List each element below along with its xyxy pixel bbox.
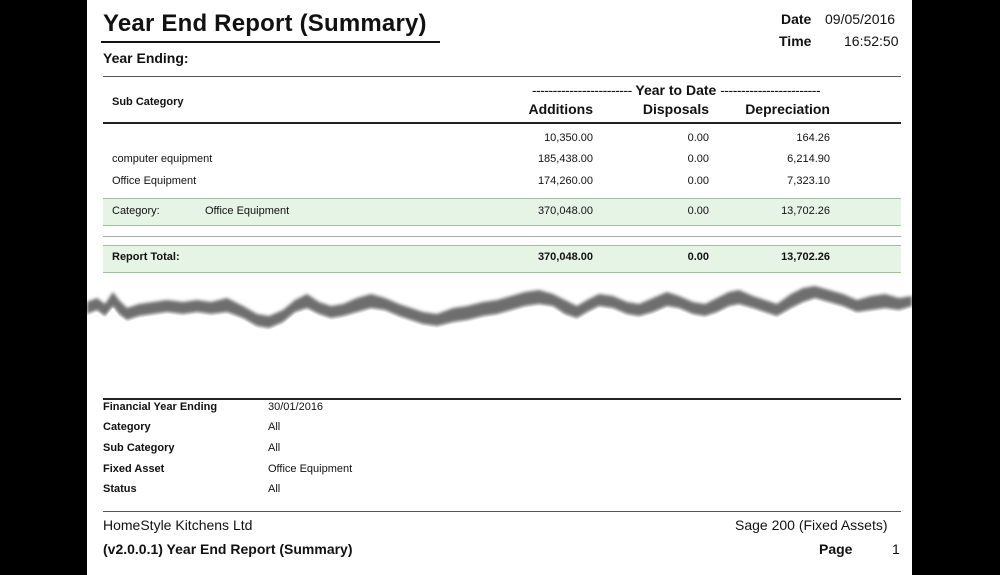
criteria-label-status: Status: [103, 483, 137, 495]
version-report-title: (v2.0.0.1) Year End Report (Summary): [103, 541, 353, 557]
row-depreciation: 6,214.90: [787, 153, 830, 165]
row-sub-category: computer equipment: [112, 153, 213, 165]
report-total-band: [103, 245, 901, 273]
row-depreciation: 164.26: [796, 132, 830, 144]
header-rule-bottom: [103, 122, 901, 124]
report-total-label: Report Total:: [112, 251, 180, 263]
criteria-value-category: All: [268, 421, 281, 433]
category-disposals: 0.00: [687, 205, 709, 217]
date-value: 09/05/2016: [825, 11, 896, 27]
footer-rule: [103, 511, 901, 512]
depreciation-header: Depreciation: [745, 101, 830, 117]
header-rule-top: [103, 76, 901, 77]
criteria-label-financial-year: Financial Year Ending: [103, 401, 218, 413]
criteria-label-sub-category: Sub Category: [103, 442, 175, 454]
report-total-depreciation: 13,702.26: [781, 251, 830, 263]
page-number: 1: [892, 541, 900, 557]
disposals-header: Disposals: [642, 101, 709, 117]
row-disposals: 0.00: [687, 153, 709, 165]
criteria-value-financial-year: 30/01/2016: [268, 401, 324, 413]
category-label: Category:: [112, 205, 160, 217]
report-page: Year End Report (Summary) Year Ending: D…: [87, 0, 912, 575]
criteria-label-category: Category: [103, 421, 151, 433]
row-disposals: 0.00: [687, 175, 709, 187]
criteria-label-fixed-asset: Fixed Asset: [103, 463, 165, 475]
page-label: Page: [819, 541, 853, 557]
criteria-value-fixed-asset: Office Equipment: [268, 463, 353, 475]
time-label: Time: [779, 33, 812, 49]
report-total-disposals: 0.00: [687, 251, 709, 263]
row-additions: 10,350.00: [544, 132, 593, 144]
ytd-dashes-right: ------------------------: [720, 82, 821, 98]
title-underline: [101, 41, 440, 43]
criteria-value-sub-category: All: [268, 442, 281, 454]
category-depreciation: 13,702.26: [781, 205, 830, 217]
date-label: Date: [781, 11, 812, 27]
time-value: 16:52:50: [844, 33, 899, 49]
company-name: HomeStyle Kitchens Ltd: [103, 517, 253, 533]
year-ending-label: Year Ending:: [103, 50, 189, 66]
year-to-date-header: ------------------------ Year to Date --…: [511, 82, 841, 98]
report-title: Year End Report (Summary): [103, 10, 427, 37]
sub-category-header: Sub Category: [112, 96, 184, 108]
category-total-band: [103, 198, 901, 226]
torn-edge-graphic: [87, 286, 912, 340]
separator-rule: [103, 236, 901, 237]
ytd-dashes-left: ------------------------: [531, 82, 632, 98]
row-depreciation: 7,323.10: [787, 175, 830, 187]
row-sub-category: Office Equipment: [112, 175, 197, 187]
category-additions: 370,048.00: [537, 205, 593, 217]
category-name: Office Equipment: [205, 205, 290, 217]
row-additions: 185,438.00: [537, 153, 593, 165]
ytd-label: Year to Date: [635, 82, 717, 98]
criteria-rule-top: [103, 398, 901, 400]
additions-header: Additions: [528, 101, 593, 117]
criteria-value-status: All: [268, 483, 281, 495]
row-disposals: 0.00: [687, 132, 709, 144]
report-total-additions: 370,048.00: [537, 251, 593, 263]
row-additions: 174,260.00: [537, 175, 593, 187]
product-name: Sage 200 (Fixed Assets): [735, 517, 888, 533]
